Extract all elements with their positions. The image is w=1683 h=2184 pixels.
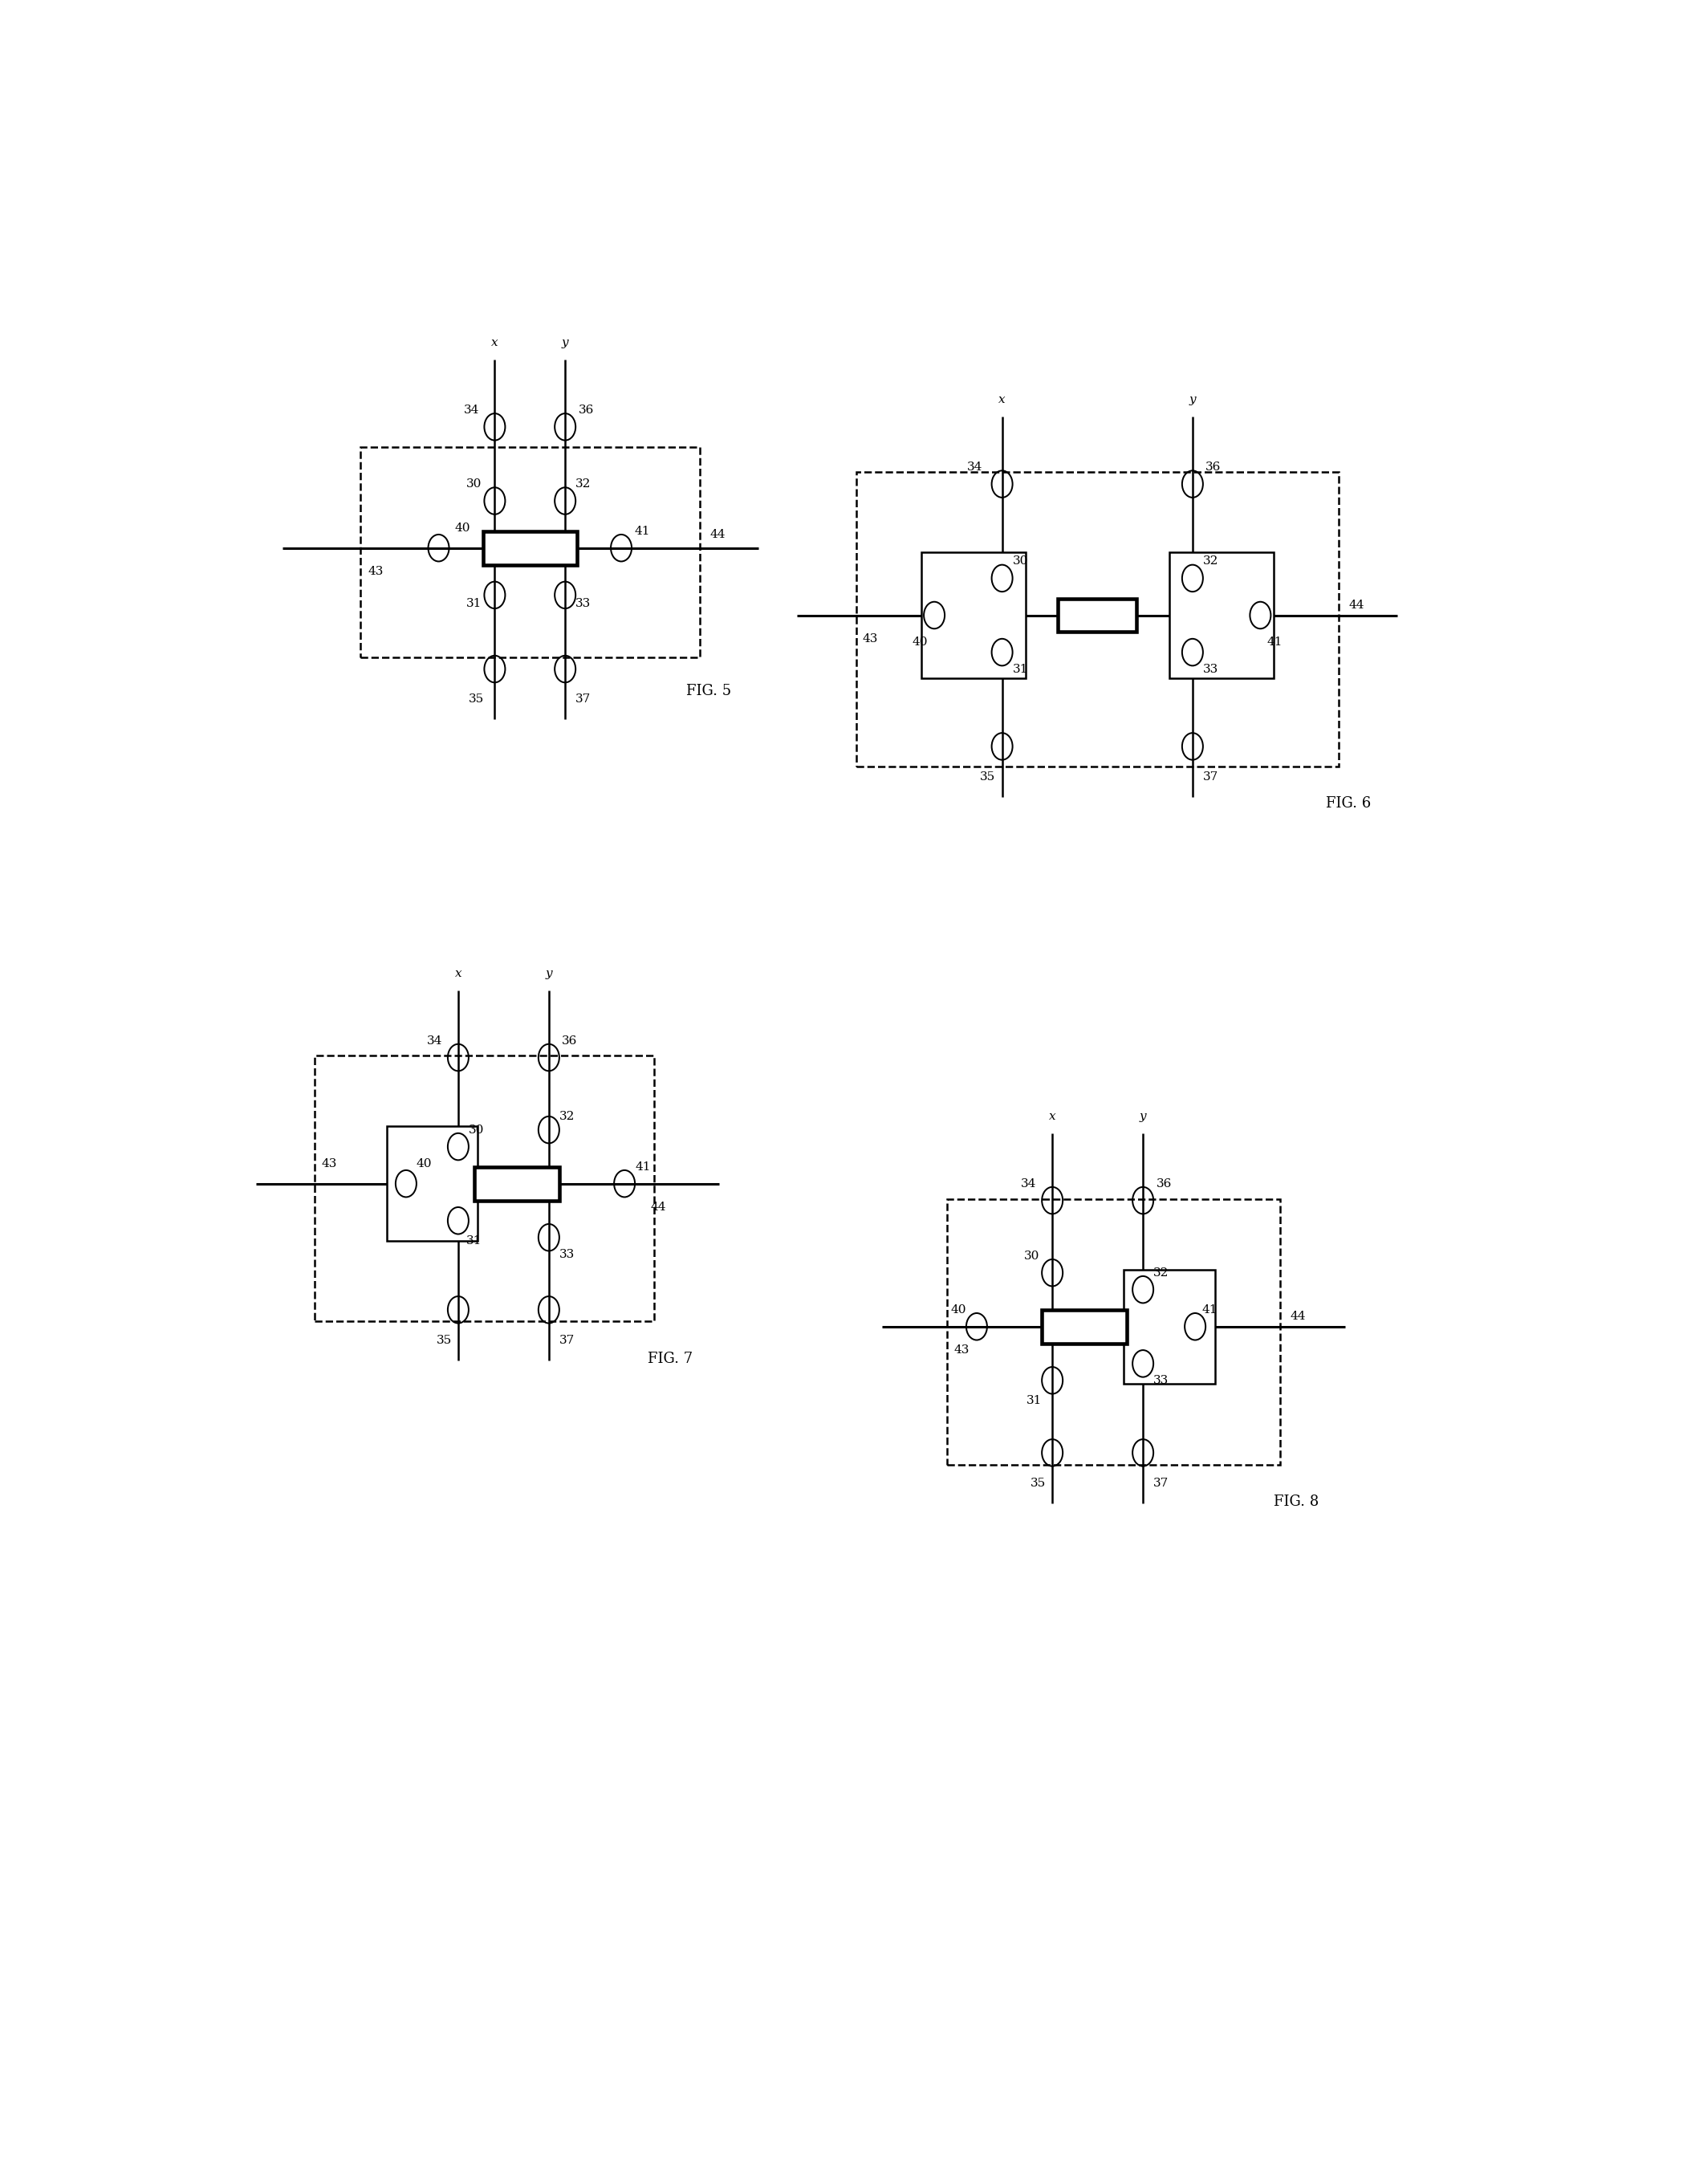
- Bar: [483, 531, 577, 566]
- Text: 33: 33: [1153, 1374, 1170, 1387]
- Text: 44: 44: [651, 1201, 666, 1212]
- Bar: [315, 1055, 653, 1321]
- Text: 44: 44: [1350, 601, 1365, 612]
- Text: 32: 32: [1153, 1267, 1170, 1278]
- Text: 36: 36: [1205, 461, 1222, 474]
- Bar: [387, 1127, 478, 1241]
- Bar: [921, 553, 1025, 679]
- Text: 33: 33: [559, 1249, 574, 1260]
- Text: x: x: [491, 336, 498, 349]
- Text: FIG. 7: FIG. 7: [648, 1352, 692, 1365]
- Text: 35: 35: [436, 1334, 451, 1345]
- Text: 34: 34: [427, 1035, 443, 1046]
- Text: 31: 31: [466, 598, 481, 609]
- Text: 37: 37: [1203, 771, 1218, 782]
- Text: 43: 43: [369, 566, 384, 577]
- Text: x: x: [454, 968, 461, 978]
- Text: 40: 40: [416, 1158, 433, 1168]
- Text: 31: 31: [1027, 1396, 1042, 1406]
- Text: y: y: [1139, 1112, 1146, 1123]
- Text: 31: 31: [1013, 664, 1028, 675]
- Text: x: x: [1049, 1112, 1055, 1123]
- Text: FIG. 6: FIG. 6: [1326, 797, 1370, 810]
- Text: 36: 36: [1156, 1177, 1171, 1190]
- Text: FIG. 8: FIG. 8: [1274, 1494, 1318, 1509]
- Text: y: y: [1190, 395, 1197, 406]
- Text: 41: 41: [634, 526, 650, 537]
- Text: 40: 40: [951, 1304, 966, 1315]
- Text: 30: 30: [1023, 1249, 1040, 1262]
- Bar: [475, 1166, 559, 1201]
- Text: 34: 34: [1022, 1177, 1037, 1190]
- Text: 44: 44: [1291, 1310, 1306, 1321]
- Text: 37: 37: [576, 695, 591, 705]
- Text: 34: 34: [463, 404, 480, 415]
- Text: 40: 40: [454, 522, 470, 533]
- Text: 30: 30: [466, 478, 481, 489]
- Text: 41: 41: [1267, 636, 1282, 649]
- Text: 36: 36: [579, 404, 594, 415]
- Text: 40: 40: [912, 636, 927, 649]
- Text: x: x: [998, 395, 1005, 406]
- Text: 36: 36: [562, 1035, 577, 1046]
- Text: 31: 31: [466, 1236, 481, 1247]
- Bar: [1124, 1269, 1215, 1385]
- Text: 37: 37: [1153, 1476, 1170, 1489]
- Bar: [360, 448, 700, 657]
- Text: 33: 33: [1203, 664, 1218, 675]
- Text: y: y: [545, 968, 552, 978]
- Bar: [1042, 1310, 1126, 1343]
- Text: 44: 44: [710, 529, 725, 539]
- Text: 43: 43: [954, 1345, 969, 1356]
- Text: 37: 37: [559, 1334, 574, 1345]
- Text: 30: 30: [1013, 555, 1028, 568]
- Bar: [1059, 598, 1136, 631]
- Text: 32: 32: [559, 1112, 576, 1123]
- Text: 33: 33: [576, 598, 591, 609]
- Text: y: y: [562, 336, 569, 349]
- Text: 34: 34: [968, 461, 983, 474]
- Text: 41: 41: [634, 1162, 651, 1173]
- Text: 32: 32: [1203, 555, 1218, 568]
- Text: 43: 43: [863, 633, 879, 644]
- Bar: [857, 472, 1338, 767]
- Text: 43: 43: [321, 1158, 337, 1168]
- Text: FIG. 5: FIG. 5: [687, 684, 732, 699]
- Bar: [948, 1199, 1281, 1465]
- Text: 32: 32: [576, 478, 591, 489]
- Text: 41: 41: [1202, 1304, 1217, 1315]
- Text: 35: 35: [1030, 1476, 1045, 1489]
- Text: 35: 35: [980, 771, 996, 782]
- Bar: [1170, 553, 1274, 679]
- Text: 35: 35: [470, 695, 485, 705]
- Text: 30: 30: [468, 1125, 485, 1136]
